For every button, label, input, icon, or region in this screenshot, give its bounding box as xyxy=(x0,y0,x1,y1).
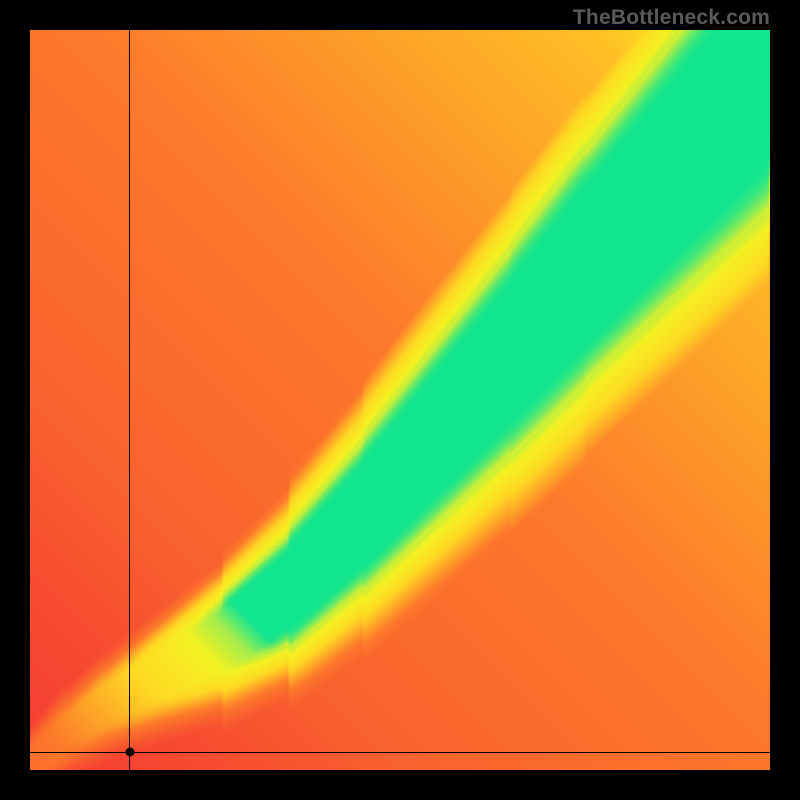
watermark-text: TheBottleneck.com xyxy=(573,6,770,30)
heatmap-canvas xyxy=(30,30,770,770)
crosshair-horizontal xyxy=(30,752,770,753)
heatmap-plot xyxy=(30,30,770,770)
crosshair-vertical xyxy=(129,30,130,770)
marker-point xyxy=(125,748,134,757)
chart-root: { "watermark_text": "TheBottleneck.com",… xyxy=(0,0,800,800)
